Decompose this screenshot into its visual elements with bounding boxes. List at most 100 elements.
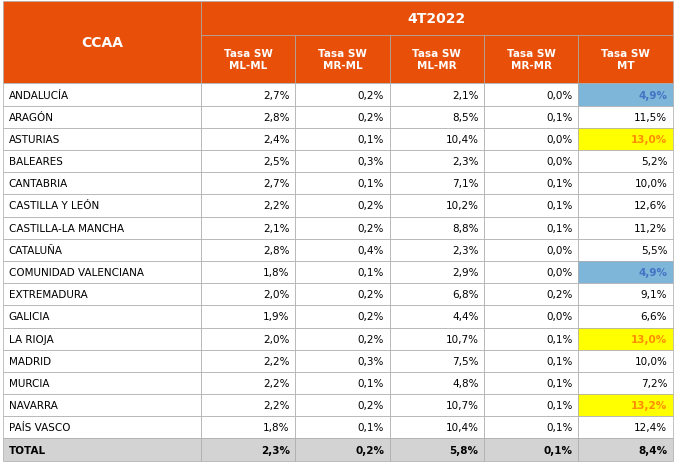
Text: 0,2%: 0,2%: [358, 400, 384, 410]
Text: 2,0%: 2,0%: [264, 334, 290, 344]
Text: 0,0%: 0,0%: [547, 157, 573, 167]
Text: 2,9%: 2,9%: [452, 268, 479, 277]
Bar: [201, 438, 295, 461]
Bar: [578, 84, 673, 106]
Bar: [295, 306, 389, 328]
Text: 1,8%: 1,8%: [263, 422, 290, 432]
Bar: [3, 350, 201, 372]
Bar: [389, 416, 484, 438]
Bar: [3, 283, 201, 306]
Text: LA RIOJA: LA RIOJA: [9, 334, 53, 344]
Text: MADRID: MADRID: [9, 356, 51, 366]
Bar: [578, 217, 673, 239]
Bar: [484, 84, 578, 106]
Text: 0,0%: 0,0%: [547, 135, 573, 144]
Text: 6,8%: 6,8%: [452, 290, 479, 300]
Text: 0,2%: 0,2%: [546, 290, 573, 300]
Bar: [201, 173, 295, 195]
Bar: [578, 262, 673, 283]
Text: Tasa SW
MR-MR: Tasa SW MR-MR: [506, 49, 556, 71]
Bar: [201, 195, 295, 217]
Bar: [3, 106, 201, 129]
Text: 8,4%: 8,4%: [638, 444, 667, 455]
Text: 10,7%: 10,7%: [445, 400, 479, 410]
Bar: [201, 306, 295, 328]
Bar: [295, 350, 389, 372]
Text: 2,7%: 2,7%: [263, 90, 290, 100]
Bar: [3, 306, 201, 328]
Bar: [295, 36, 389, 84]
Bar: [389, 217, 484, 239]
Bar: [484, 350, 578, 372]
Bar: [3, 372, 201, 394]
Text: 0,1%: 0,1%: [358, 179, 384, 189]
Text: CANTABRIA: CANTABRIA: [9, 179, 68, 189]
Bar: [201, 262, 295, 283]
Bar: [3, 328, 201, 350]
Text: 10,4%: 10,4%: [445, 135, 479, 144]
Text: 0,1%: 0,1%: [546, 378, 573, 388]
Text: CATALUÑA: CATALUÑA: [9, 245, 63, 255]
Bar: [201, 372, 295, 394]
Bar: [389, 129, 484, 150]
Text: 0,1%: 0,1%: [546, 356, 573, 366]
Text: 10,0%: 10,0%: [634, 356, 667, 366]
Bar: [389, 195, 484, 217]
Bar: [3, 217, 201, 239]
Text: CASTILLA Y LEÓN: CASTILLA Y LEÓN: [9, 201, 99, 211]
Text: 0,2%: 0,2%: [358, 334, 384, 344]
Bar: [389, 283, 484, 306]
Text: 0,1%: 0,1%: [546, 201, 573, 211]
Text: 7,2%: 7,2%: [641, 378, 667, 388]
Bar: [3, 416, 201, 438]
Text: 13,2%: 13,2%: [631, 400, 667, 410]
Text: 2,1%: 2,1%: [452, 90, 479, 100]
Bar: [295, 372, 389, 394]
Bar: [201, 217, 295, 239]
Text: 0,1%: 0,1%: [546, 400, 573, 410]
Bar: [389, 350, 484, 372]
Text: Tasa SW
MT: Tasa SW MT: [601, 49, 650, 71]
Bar: [389, 150, 484, 173]
Bar: [484, 129, 578, 150]
Text: EXTREMADURA: EXTREMADURA: [9, 290, 87, 300]
Text: 0,1%: 0,1%: [546, 223, 573, 233]
Text: 2,3%: 2,3%: [452, 157, 479, 167]
Text: 0,0%: 0,0%: [547, 245, 573, 255]
Text: GALICIA: GALICIA: [9, 312, 50, 322]
Text: 10,2%: 10,2%: [445, 201, 479, 211]
Text: CASTILLA-LA MANCHA: CASTILLA-LA MANCHA: [9, 223, 124, 233]
Bar: [389, 372, 484, 394]
Bar: [295, 84, 389, 106]
Bar: [201, 283, 295, 306]
Bar: [578, 173, 673, 195]
Bar: [295, 106, 389, 129]
Bar: [295, 416, 389, 438]
Bar: [484, 217, 578, 239]
Bar: [3, 262, 201, 283]
Bar: [201, 150, 295, 173]
Bar: [484, 416, 578, 438]
Text: 11,2%: 11,2%: [634, 223, 667, 233]
Bar: [201, 84, 295, 106]
Bar: [3, 195, 201, 217]
Bar: [295, 173, 389, 195]
Text: PAÍS VASCO: PAÍS VASCO: [9, 422, 70, 432]
Bar: [578, 150, 673, 173]
Text: 0,1%: 0,1%: [544, 444, 573, 455]
Text: 2,8%: 2,8%: [263, 113, 290, 123]
Text: 12,4%: 12,4%: [634, 422, 667, 432]
Bar: [201, 129, 295, 150]
Bar: [578, 129, 673, 150]
Bar: [201, 2, 673, 36]
Text: 0,1%: 0,1%: [358, 268, 384, 277]
Text: TOTAL: TOTAL: [9, 444, 46, 455]
Bar: [201, 416, 295, 438]
Bar: [484, 262, 578, 283]
Bar: [201, 36, 295, 84]
Bar: [578, 394, 673, 416]
Text: BALEARES: BALEARES: [9, 157, 63, 167]
Bar: [295, 283, 389, 306]
Text: 0,1%: 0,1%: [546, 179, 573, 189]
Text: 2,4%: 2,4%: [263, 135, 290, 144]
